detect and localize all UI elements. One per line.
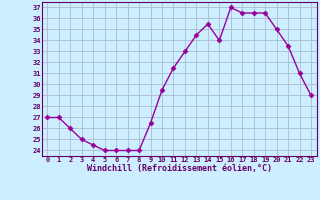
X-axis label: Windchill (Refroidissement éolien,°C): Windchill (Refroidissement éolien,°C) <box>87 164 272 173</box>
